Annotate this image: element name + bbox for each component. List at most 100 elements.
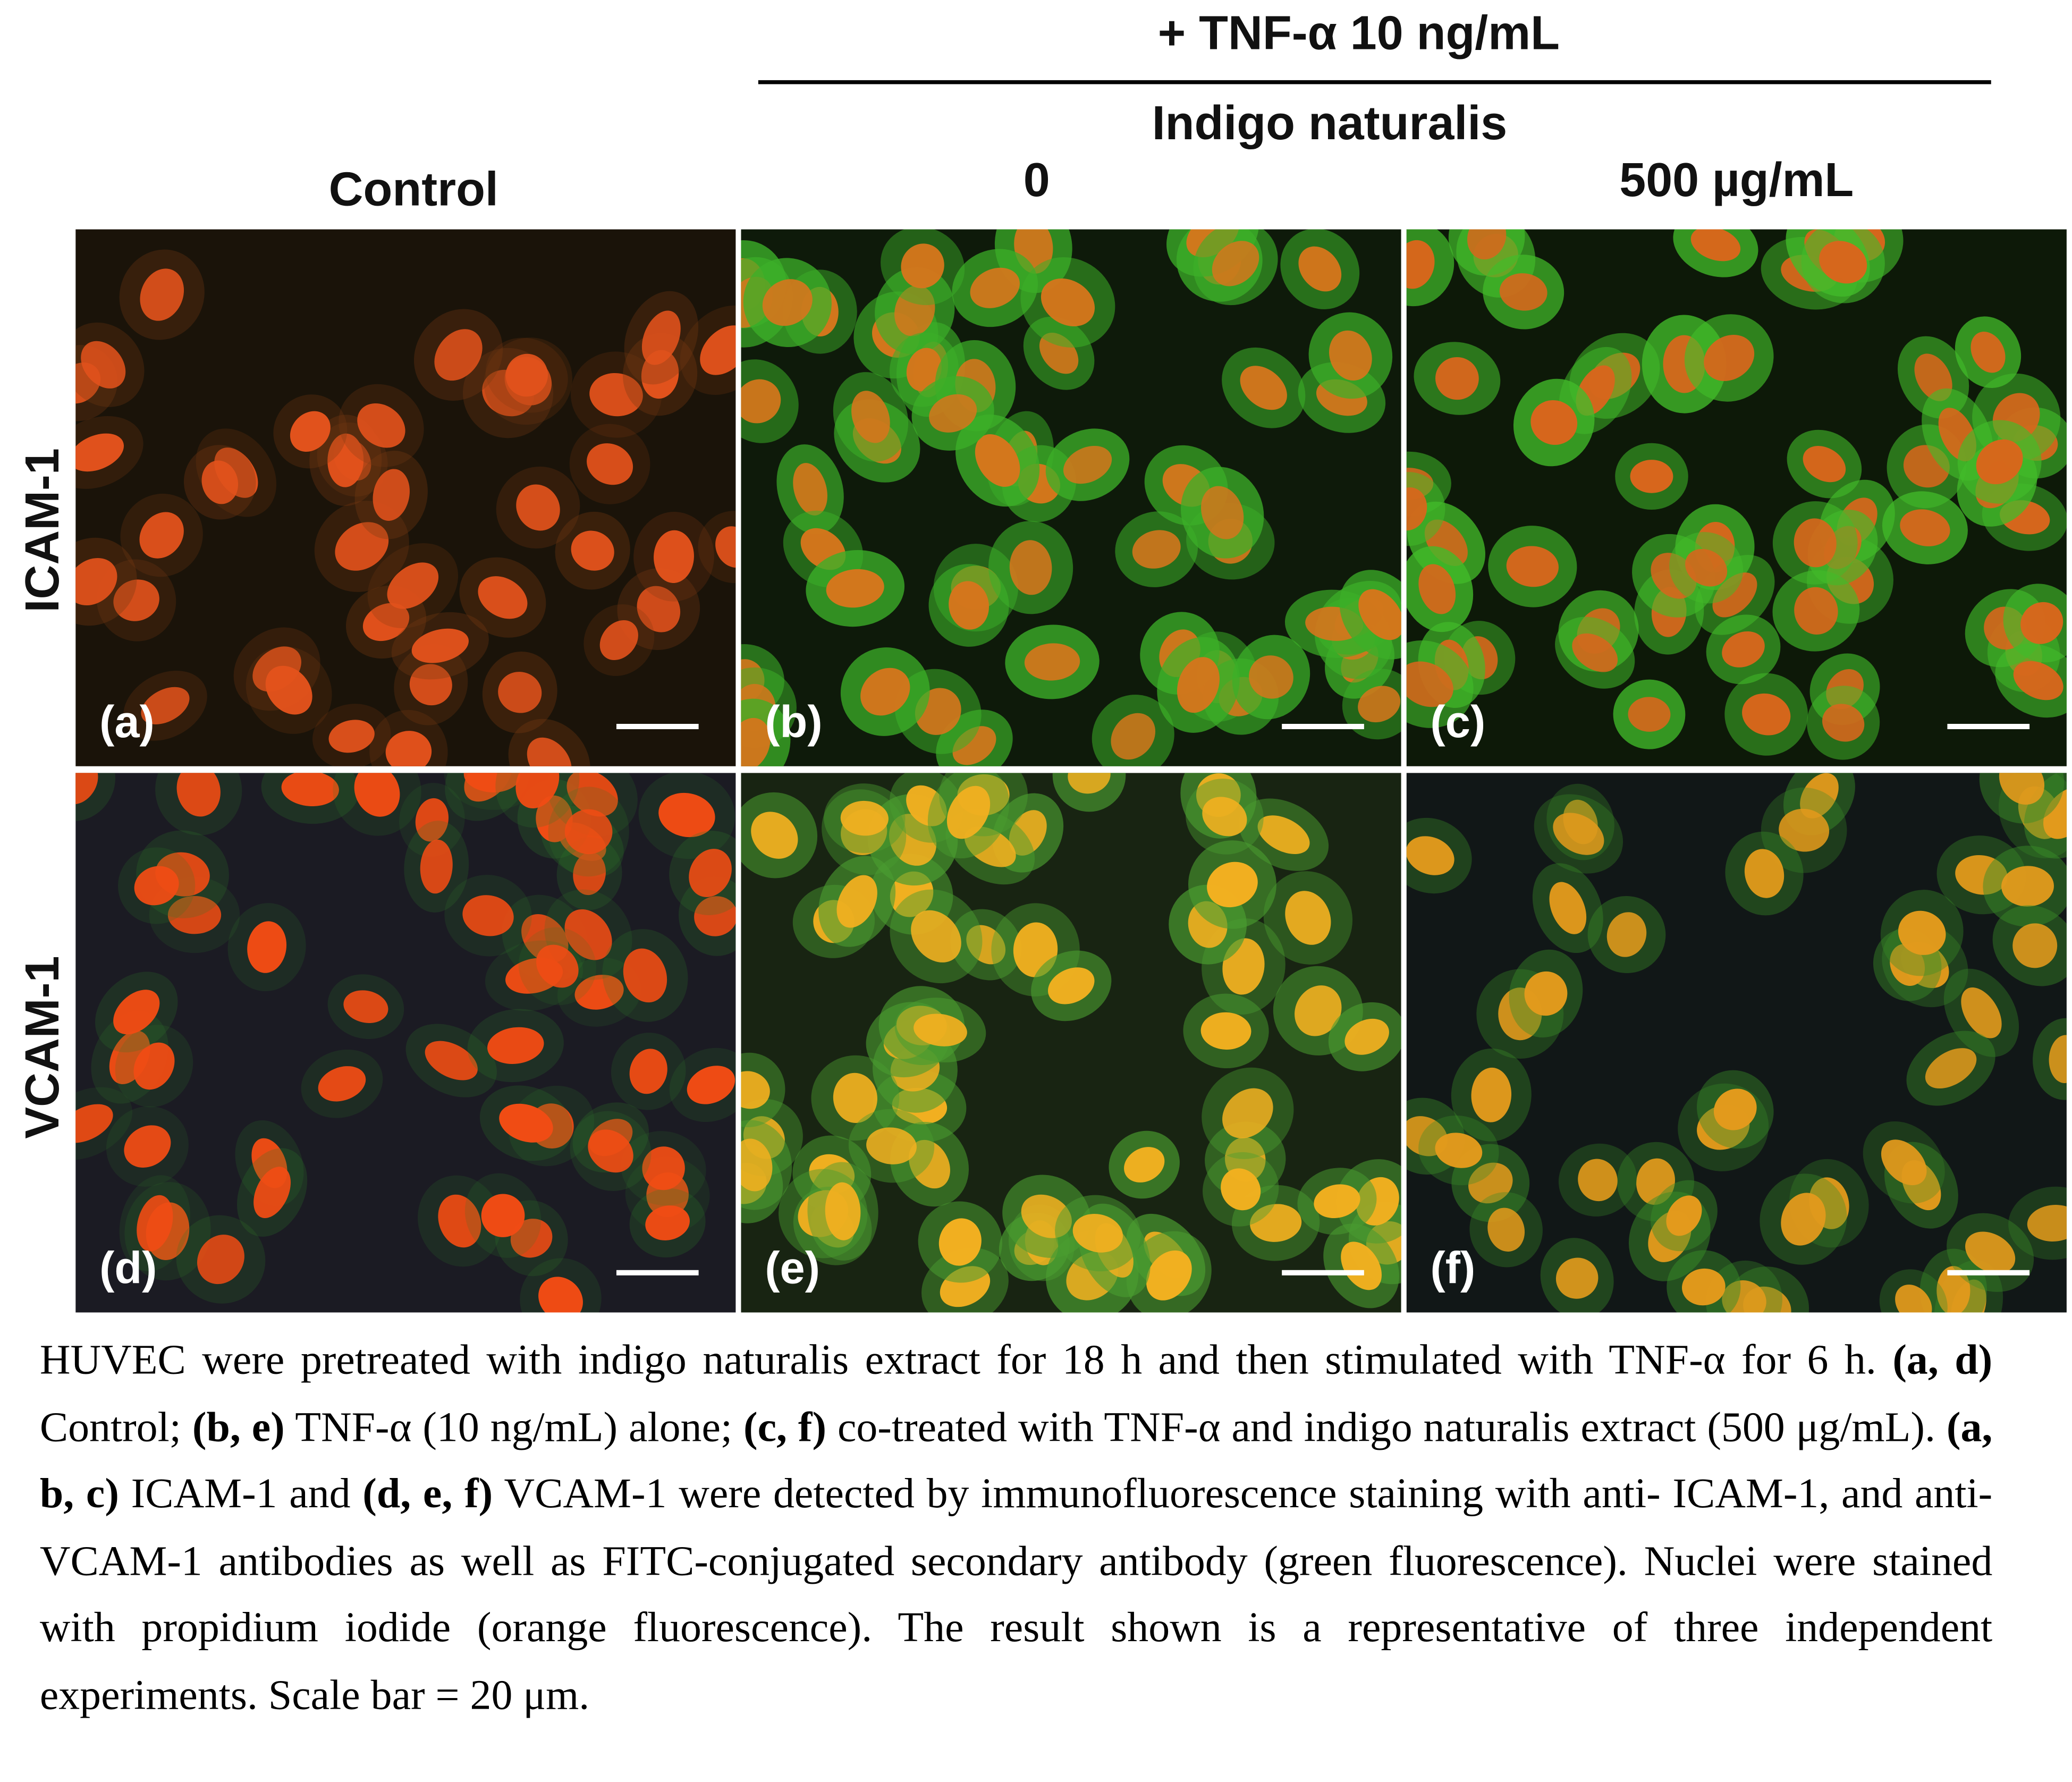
cell-nucleus	[1636, 1158, 1675, 1205]
cell-nucleus	[1358, 589, 1401, 640]
cell-nucleus	[335, 522, 389, 571]
cell-nucleus	[1177, 657, 1220, 713]
cell-nucleus	[536, 795, 573, 842]
cell-nucleus	[536, 944, 579, 988]
cell-nucleus	[2049, 1035, 2067, 1083]
cell-nucleus	[201, 460, 239, 504]
cell-nucleus	[1406, 836, 1454, 875]
cell-nucleus	[825, 1182, 861, 1240]
cell-nucleus	[751, 812, 798, 859]
figure-panels: + TNF-α 10 ng/mL Indigo naturalis Contro…	[16, 6, 2067, 1313]
cell-nucleus	[1553, 813, 1604, 855]
cell-nucleus	[434, 329, 483, 381]
cell-nucleus	[265, 665, 312, 715]
cell-nucleus	[1898, 910, 1946, 955]
cell-nucleus	[1555, 1257, 1599, 1299]
cell-nucleus	[481, 1194, 525, 1237]
cell-nucleus	[946, 786, 991, 839]
cell-nucleus	[840, 800, 889, 836]
cell-nucleus	[1257, 815, 1310, 855]
cell-nucleus	[836, 875, 877, 928]
cell-nucleus	[1722, 631, 1765, 668]
cell-nucleus	[929, 394, 977, 433]
cell-nucleus	[134, 866, 179, 906]
cell-nucleus	[499, 1103, 553, 1143]
cell-nucleus	[1999, 773, 2045, 805]
cell-nucleus	[689, 849, 732, 897]
panel-label: (a)	[99, 696, 155, 747]
cell-nucleus	[75, 1104, 113, 1143]
cell-nucleus	[281, 773, 339, 807]
cell-nucleus	[629, 1049, 667, 1094]
cell-nucleus	[1314, 1184, 1360, 1219]
cell-nucleus	[866, 1127, 917, 1164]
cell-nucleus	[574, 975, 624, 1010]
cell-nucleus	[1955, 855, 2008, 895]
cell-nucleus	[1200, 486, 1244, 539]
agent-label: Indigo naturalis	[1152, 97, 1508, 150]
panel-label: (b)	[765, 696, 822, 747]
cell-nucleus	[715, 526, 736, 568]
column-label: 0	[1024, 154, 1050, 207]
caption-bold: (a, b, c)	[39, 1401, 1993, 1517]
micrograph: (c)	[1406, 229, 2067, 766]
cell-nucleus	[564, 809, 613, 855]
cell-nucleus	[1685, 548, 1728, 587]
micrograph: (b)	[741, 229, 1401, 766]
cell-nucleus	[1666, 1195, 1702, 1236]
caption-bold: (b, e)	[192, 1401, 285, 1450]
cell-nucleus	[1467, 229, 1507, 260]
cell-nucleus	[894, 285, 935, 336]
cell-nucleus	[1961, 987, 2002, 1038]
cell-nucleus	[81, 341, 126, 389]
cell-nucleus	[1499, 273, 1547, 311]
cell-nucleus	[645, 1205, 690, 1240]
caption-text: TNF-α (10 ng/mL) alone;	[284, 1401, 743, 1450]
cell-nucleus	[1549, 882, 1587, 934]
cell-nucleus	[741, 717, 771, 766]
cell-nucleus	[1895, 1285, 1932, 1313]
cell-nucleus	[510, 1219, 553, 1258]
cell-nucleus	[970, 267, 1020, 308]
cell-nucleus	[1881, 1139, 1927, 1186]
cell-nucleus	[1021, 1194, 1072, 1238]
cell-nucleus	[1506, 546, 1559, 587]
cell-nucleus	[1341, 1242, 1382, 1290]
cell-nucleus	[1606, 912, 1647, 957]
cell-nucleus	[1976, 439, 2023, 485]
cell-nucleus	[1435, 357, 1479, 400]
caption-text: HUVEC were pretreated with indigo natura…	[39, 1335, 1893, 1383]
cell-nucleus	[762, 279, 813, 326]
cell-nucleus	[1024, 643, 1080, 681]
cell-nucleus	[1250, 1204, 1302, 1242]
cell-nucleus	[411, 628, 469, 663]
cell-nucleus	[1468, 1162, 1513, 1204]
caption: HUVEC were pretreated with indigo natura…	[40, 1326, 1992, 1728]
cell-nucleus	[362, 603, 410, 641]
cell-nucleus	[1435, 1133, 1483, 1168]
cell-nucleus	[1794, 587, 1838, 635]
cell-nucleus	[1222, 1088, 1273, 1138]
cell-nucleus	[137, 1195, 173, 1252]
cell-nucleus	[1781, 1193, 1826, 1246]
cell-nucleus	[642, 1146, 685, 1190]
cell-nucleus	[247, 921, 287, 973]
panel-label: (c)	[1431, 696, 1486, 747]
cell-nucleus	[1202, 797, 1247, 837]
cell-nucleus	[1779, 808, 1830, 852]
cell-nucleus	[965, 826, 1016, 867]
cell-nucleus	[1487, 1207, 1525, 1252]
cell-nucleus	[139, 512, 184, 559]
cell-nucleus	[463, 773, 520, 792]
cell-nucleus	[1295, 985, 1342, 1036]
cell-nucleus	[637, 586, 681, 632]
cell-nucleus	[487, 1027, 544, 1064]
cell-nucleus	[2012, 923, 2058, 968]
micrograph: (e)	[741, 773, 1401, 1313]
cell-nucleus	[694, 896, 736, 936]
cell-nucleus	[385, 731, 432, 766]
cell-nucleus	[687, 1066, 735, 1104]
cell-nucleus	[343, 990, 388, 1023]
